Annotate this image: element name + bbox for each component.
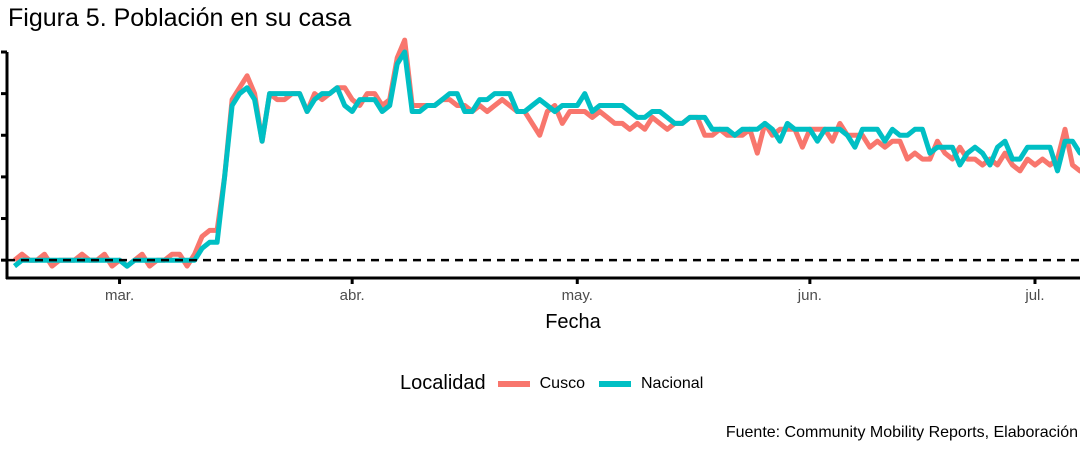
legend-key-nacional — [598, 380, 631, 387]
x-tick-label: jun. — [797, 287, 822, 304]
legend-title: Localidad — [400, 372, 486, 394]
legend-label-nacional: Nacional — [640, 374, 704, 392]
caption: Fuente: Community Mobility Reports, Elab… — [725, 424, 1078, 441]
chart-title: Figura 5. Población en su casa — [8, 4, 352, 32]
legend-label-cusco: Cusco — [539, 374, 585, 392]
x-tick-label: may. — [562, 287, 593, 304]
legend-item-cusco: Cusco — [497, 374, 585, 393]
legend: Localidad Cusco Nacional — [400, 372, 717, 395]
legend-key-cusco — [497, 380, 530, 387]
x-tick-label: jul. — [1024, 287, 1044, 304]
legend-item-nacional: Nacional — [598, 374, 704, 393]
x-tick-label: abr. — [340, 287, 365, 304]
x-tick-label: mar. — [105, 287, 134, 304]
series-line-cusco — [12, 37, 1080, 269]
x-axis-title: Fecha — [545, 311, 601, 333]
